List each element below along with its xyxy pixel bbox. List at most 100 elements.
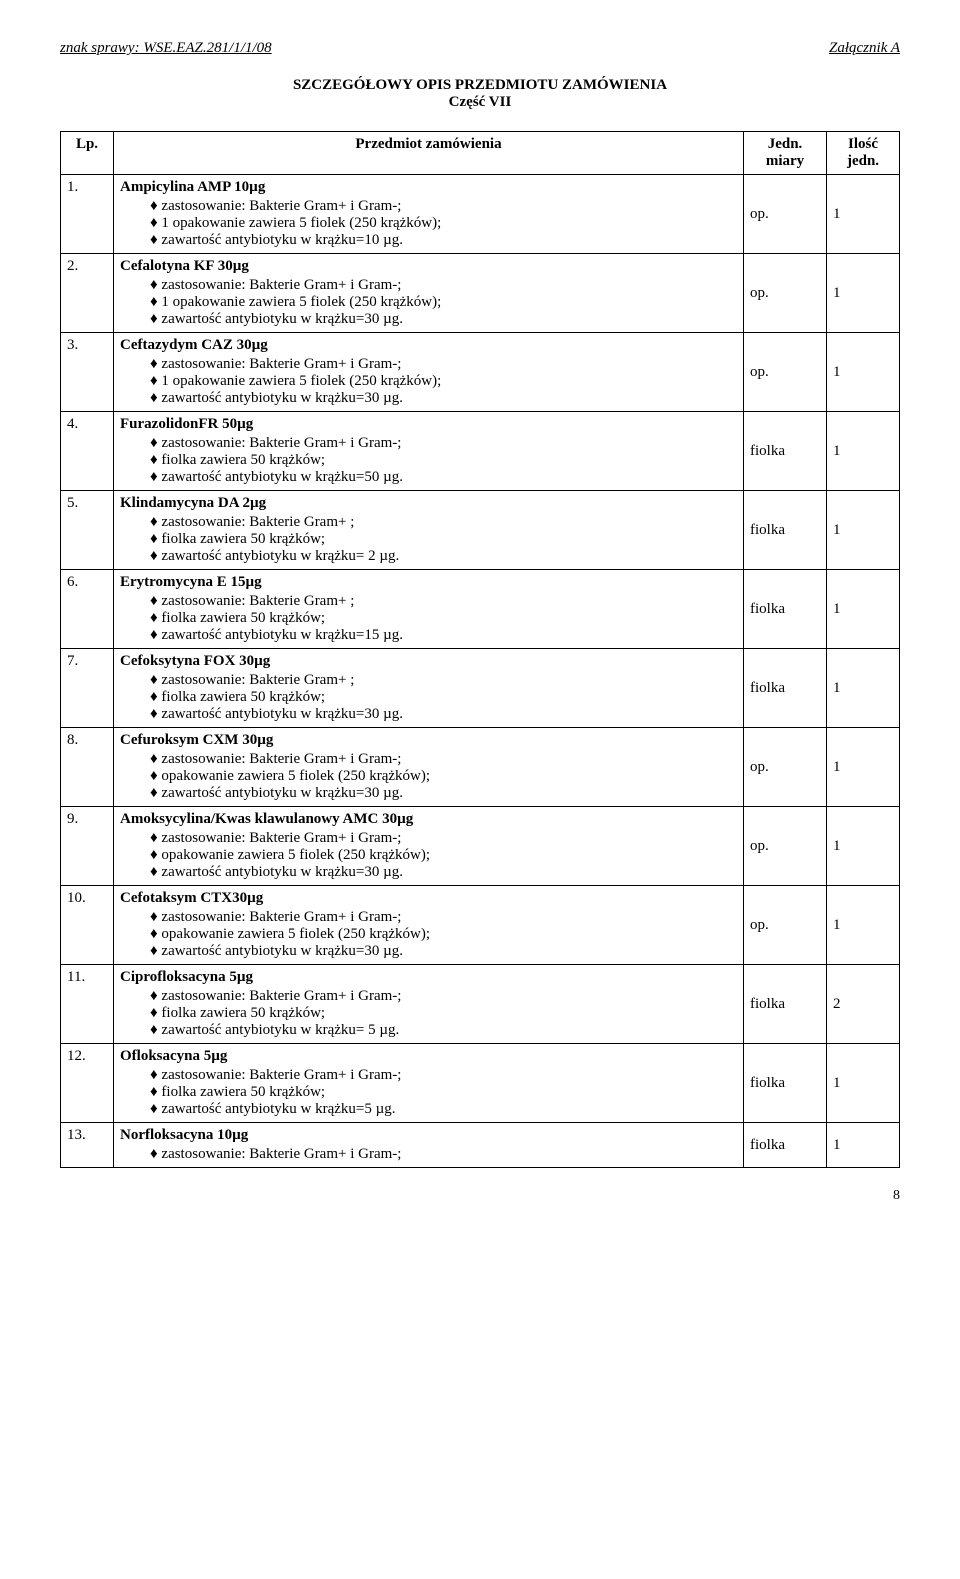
table-row: 3.Ceftazydym CAZ 30µgzastosowanie: Bakte… xyxy=(61,333,900,412)
item-detail: zawartość antybiotyku w krążku=30 µg. xyxy=(150,864,737,881)
row-unit: fiolka xyxy=(744,570,827,649)
item-detail: zastosowanie: Bakterie Gram+ i Gram-; xyxy=(150,751,737,768)
item-detail: zawartość antybiotyku w krążku=30 µg. xyxy=(150,390,737,407)
row-lp: 7. xyxy=(61,649,114,728)
table-row: 6. Erytromycyna E 15µg zastosowanie: Bakte… xyxy=(61,570,900,649)
table-row: 2.Cefalotyna KF 30µgzastosowanie: Bakter… xyxy=(61,254,900,333)
row-unit: fiolka xyxy=(744,1044,827,1123)
item-detail: zastosowanie: Bakterie Gram+ ; xyxy=(150,593,737,610)
item-details: zastosowanie: Bakterie Gram+ i Gram-;fio… xyxy=(150,435,737,486)
row-qty: 1 xyxy=(827,1123,900,1168)
item-detail: zastosowanie: Bakterie Gram+ i Gram-; xyxy=(150,988,737,1005)
row-subject: Ciprofloksacyna 5µg zastosowanie: Bakteri… xyxy=(114,965,744,1044)
col-unit-header: Jedn.miary xyxy=(744,132,827,175)
item-detail: zastosowanie: Bakterie Gram+ ; xyxy=(150,672,737,689)
attachment-label: Załącznik A xyxy=(829,40,900,57)
row-lp: 12. xyxy=(61,1044,114,1123)
row-qty: 1 xyxy=(827,807,900,886)
row-unit: fiolka xyxy=(744,1123,827,1168)
item-detail: zastosowanie: Bakterie Gram+ ; xyxy=(150,514,737,531)
row-unit: op. xyxy=(744,175,827,254)
row-subject: Ampicylina AMP 10µg zastosowanie: Bakteri… xyxy=(114,175,744,254)
item-details: zastosowanie: Bakterie Gram+ ;fiolka zaw… xyxy=(150,514,737,565)
item-details: zastosowanie: Bakterie Gram+ i Gram-;opa… xyxy=(150,751,737,802)
item-details: zastosowanie: Bakterie Gram+ i Gram-; xyxy=(150,1146,737,1163)
row-lp: 2. xyxy=(61,254,114,333)
table-row: 4.FurazolidonFR 50µgzastosowanie: Bakter… xyxy=(61,412,900,491)
item-details: zastosowanie: Bakterie Gram+ i Gram-;fio… xyxy=(150,988,737,1039)
row-lp: 13. xyxy=(61,1123,114,1168)
item-details: zastosowanie: Bakterie Gram+ ;fiolka zaw… xyxy=(150,593,737,644)
row-unit: fiolka xyxy=(744,649,827,728)
col-subject-header: Przedmiot zamówienia xyxy=(114,132,744,175)
item-name: Amoksycylina/Kwas klawulanowy AMC 30µg xyxy=(120,811,413,827)
page-number: 8 xyxy=(60,1188,900,1204)
item-detail: zastosowanie: Bakterie Gram+ i Gram-; xyxy=(150,435,737,452)
row-subject: Ceftazydym CAZ 30µg zastosowanie: Bakteri… xyxy=(114,333,744,412)
row-unit: fiolka xyxy=(744,491,827,570)
row-subject: Cefotaksym CTX30µgzastosowanie: Bakterie… xyxy=(114,886,744,965)
item-details: zastosowanie: Bakterie Gram+ i Gram-;fio… xyxy=(150,1067,737,1118)
row-qty: 1 xyxy=(827,175,900,254)
item-details: zastosowanie: Bakterie Gram+ i Gram-;1 o… xyxy=(150,277,737,328)
item-detail: opakowanie zawiera 5 fiolek (250 krążków… xyxy=(150,926,737,943)
table-row: 7.Cefoksytyna FOX 30µgzastosowanie: Bakt… xyxy=(61,649,900,728)
item-name: Ampicylina AMP 10µg xyxy=(120,179,265,195)
row-unit: op. xyxy=(744,886,827,965)
row-lp: 8. xyxy=(61,728,114,807)
row-qty: 1 xyxy=(827,728,900,807)
row-lp: 9. xyxy=(61,807,114,886)
item-detail: fiolka zawiera 50 krążków; xyxy=(150,452,737,469)
row-subject: Cefuroksym CXM 30µg zastosowanie: Bakteri… xyxy=(114,728,744,807)
item-detail: zastosowanie: Bakterie Gram+ i Gram-; xyxy=(150,1146,737,1163)
item-detail: zawartość antybiotyku w krążku=30 µg. xyxy=(150,785,737,802)
row-lp: 6. xyxy=(61,570,114,649)
item-detail: fiolka zawiera 50 krążków; xyxy=(150,610,737,627)
row-subject: Cefalotyna KF 30µgzastosowanie: Bakterie… xyxy=(114,254,744,333)
row-subject: Erytromycyna E 15µg zastosowanie: Bakteri… xyxy=(114,570,744,649)
item-detail: zawartość antybiotyku w krążku= 5 µg. xyxy=(150,1022,737,1039)
document-title: SZCZEGÓŁOWY OPIS PRZEDMIOTU ZAMÓWIENIA C… xyxy=(60,77,900,111)
item-detail: zastosowanie: Bakterie Gram+ i Gram-; xyxy=(150,909,737,926)
item-detail: fiolka zawiera 50 krążków; xyxy=(150,1005,737,1022)
item-detail: 1 opakowanie zawiera 5 fiolek (250 krążk… xyxy=(150,215,737,232)
table-row: 13.Norfloksacyna 10µgzastosowanie: Bakte… xyxy=(61,1123,900,1168)
row-qty: 1 xyxy=(827,649,900,728)
row-subject: FurazolidonFR 50µg zastosowanie: Bakterie… xyxy=(114,412,744,491)
table-row: 12.Ofloksacyna 5µgzastosowanie: Bakterie… xyxy=(61,1044,900,1123)
order-items-table: Lp. Przedmiot zamówienia Jedn.miary Iloś… xyxy=(60,131,900,1168)
item-detail: zawartość antybiotyku w krążku=50 µg. xyxy=(150,469,737,486)
table-row: 1.Ampicylina AMP 10µgzastosowanie: Bakte… xyxy=(61,175,900,254)
item-name: Cefuroksym CXM 30µg xyxy=(120,732,273,748)
item-name: Ceftazydym CAZ 30µg xyxy=(120,337,268,353)
row-qty: 1 xyxy=(827,333,900,412)
row-qty: 1 xyxy=(827,1044,900,1123)
table-row: 11.Ciprofloksacyna 5µgzastosowanie: Bakt… xyxy=(61,965,900,1044)
col-lp-header: Lp. xyxy=(61,132,114,175)
item-detail: fiolka zawiera 50 krążków; xyxy=(150,689,737,706)
item-details: zastosowanie: Bakterie Gram+ ;fiolka zaw… xyxy=(150,672,737,723)
item-detail: zastosowanie: Bakterie Gram+ i Gram-; xyxy=(150,830,737,847)
item-details: zastosowanie: Bakterie Gram+ i Gram-;opa… xyxy=(150,830,737,881)
row-qty: 2 xyxy=(827,965,900,1044)
row-subject: Amoksycylina/Kwas klawulanowy AMC 30µg za… xyxy=(114,807,744,886)
item-name: FurazolidonFR 50µg xyxy=(120,416,253,432)
item-name: Erytromycyna E 15µg xyxy=(120,574,262,590)
row-qty: 1 xyxy=(827,412,900,491)
row-qty: 1 xyxy=(827,886,900,965)
item-detail: 1 opakowanie zawiera 5 fiolek (250 krążk… xyxy=(150,373,737,390)
table-row: 9.Amoksycylina/Kwas klawulanowy AMC 30µg… xyxy=(61,807,900,886)
item-details: zastosowanie: Bakterie Gram+ i Gram-;opa… xyxy=(150,909,737,960)
row-subject: Ofloksacyna 5µgzastosowanie: Bakterie Gr… xyxy=(114,1044,744,1123)
item-detail: zastosowanie: Bakterie Gram+ i Gram-; xyxy=(150,198,737,215)
row-lp: 5. xyxy=(61,491,114,570)
row-qty: 1 xyxy=(827,570,900,649)
table-row: 8. Cefuroksym CXM 30µg zastosowanie: Bakte… xyxy=(61,728,900,807)
item-detail: zastosowanie: Bakterie Gram+ i Gram-; xyxy=(150,1067,737,1084)
page-header: znak sprawy: WSE.EAZ.281/1/1/08 Załączni… xyxy=(60,40,900,57)
item-name: Klindamycyna DA 2µg xyxy=(120,495,266,511)
item-name: Ciprofloksacyna 5µg xyxy=(120,969,253,985)
row-subject: Cefoksytyna FOX 30µgzastosowanie: Bakter… xyxy=(114,649,744,728)
item-detail: zawartość antybiotyku w krążku=15 µg. xyxy=(150,627,737,644)
item-details: zastosowanie: Bakterie Gram+ i Gram-;1 o… xyxy=(150,356,737,407)
